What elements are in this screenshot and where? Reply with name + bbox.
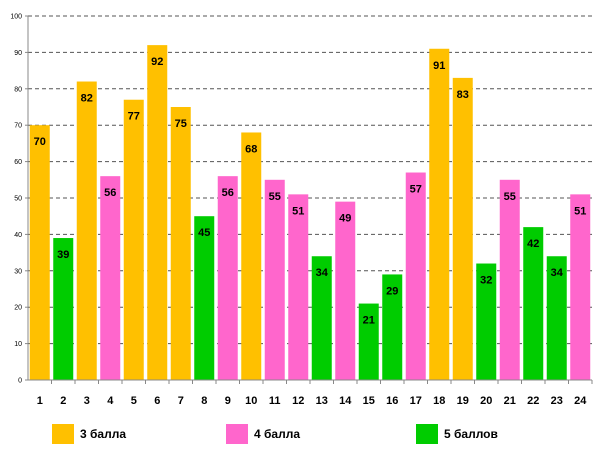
x-tick-label: 11 (269, 395, 281, 407)
x-tick-label: 7 (178, 395, 184, 407)
bar (217, 176, 238, 380)
legend-swatch (52, 424, 74, 444)
data-label: 91 (433, 60, 445, 72)
bar (311, 256, 332, 380)
y-tick-label: 80 (14, 86, 22, 93)
y-tick-label: 70 (14, 123, 22, 130)
bar (147, 45, 168, 381)
x-tick-label: 6 (154, 395, 160, 407)
bar (570, 194, 591, 380)
legend-label: 5 баллов (444, 427, 498, 441)
x-tick-label: 23 (551, 395, 563, 407)
x-tick-label: 17 (410, 395, 422, 407)
bar (523, 227, 544, 380)
bar (170, 107, 191, 380)
data-label: 21 (363, 315, 375, 327)
x-tick-label: 22 (527, 395, 539, 407)
x-tick-label: 20 (480, 395, 492, 407)
bar (405, 172, 426, 380)
y-tick-label: 0 (18, 378, 22, 385)
bar (429, 48, 450, 380)
bar (476, 263, 497, 380)
x-tick-label: 1 (37, 395, 43, 407)
data-label: 45 (198, 227, 210, 239)
y-tick-label: 10 (14, 341, 22, 348)
data-label: 77 (128, 111, 140, 123)
x-tick-label: 12 (292, 395, 304, 407)
bar (382, 274, 403, 380)
bar (53, 238, 74, 380)
legend-label: 3 балла (80, 427, 126, 441)
gridlines (28, 15, 592, 345)
y-tick-label: 20 (14, 305, 22, 312)
y-tick-label: 30 (14, 268, 22, 275)
x-tick-label: 8 (201, 395, 207, 407)
y-tick-label: 60 (14, 159, 22, 166)
data-label: 49 (339, 213, 351, 225)
x-axis: 1 2 3 4 5 6 7 8 9 10 11 12 13 14 15 16 17 18 19 20 21 22 23 24 (28, 379, 593, 407)
bar (358, 303, 379, 380)
bar (288, 194, 309, 380)
y-tick-label: 100 (10, 14, 22, 21)
data-label: 75 (175, 118, 187, 130)
x-tick-label: 16 (386, 395, 398, 407)
bar (76, 81, 97, 381)
data-label: 32 (480, 275, 492, 287)
data-label: 55 (269, 191, 281, 203)
data-label: 42 (527, 238, 539, 250)
x-tick-label: 21 (504, 395, 516, 407)
data-label: 57 (410, 184, 422, 196)
data-label: 34 (551, 267, 564, 279)
data-label: 56 (104, 187, 116, 199)
x-tick-label: 2 (60, 395, 66, 407)
data-label: 55 (504, 191, 516, 203)
x-tick-label: 9 (225, 395, 231, 407)
legend-label: 4 балла (254, 427, 300, 441)
bar (499, 179, 520, 380)
bar (29, 125, 50, 380)
bar (546, 256, 567, 380)
x-tick-label: 10 (245, 395, 257, 407)
legend: 3 балла 4 балла 5 баллов (52, 424, 498, 444)
x-tick-label: 19 (457, 395, 469, 407)
bar (452, 77, 473, 380)
data-label: 92 (151, 56, 163, 68)
x-tick-label: 5 (131, 395, 137, 407)
data-label: 51 (574, 205, 586, 217)
x-tick-label: 14 (339, 395, 352, 407)
y-tick-label: 50 (14, 196, 22, 203)
bar (335, 201, 356, 380)
data-label: 70 (34, 136, 46, 148)
bar (264, 179, 285, 380)
data-label: 83 (457, 89, 469, 101)
x-tick-label: 13 (316, 395, 328, 407)
bar (241, 132, 262, 380)
x-tick-label: 24 (574, 395, 587, 407)
x-tick-label: 18 (433, 395, 445, 407)
data-label: 29 (386, 285, 398, 297)
bar (100, 176, 121, 380)
bar (194, 216, 215, 380)
data-label: 34 (316, 267, 329, 279)
x-tick-label: 4 (107, 395, 114, 407)
x-tick-label: 3 (84, 395, 90, 407)
data-label: 56 (222, 187, 234, 199)
bars: 70 39 82 56 77 92 75 45 56 68 55 51 34 49 21 29 57 91 83 32… (29, 45, 591, 381)
data-label: 68 (245, 143, 257, 155)
bar (123, 99, 144, 380)
x-tick-label: 15 (363, 395, 375, 407)
legend-swatch (226, 424, 248, 444)
data-label: 39 (57, 249, 69, 261)
data-label: 51 (292, 205, 304, 217)
y-tick-label: 90 (14, 50, 22, 57)
legend-swatch (416, 424, 438, 444)
y-tick-label: 40 (14, 232, 22, 239)
data-label: 82 (81, 93, 93, 105)
y-axis: 0 10 20 30 40 50 60 70 80 90 100 (10, 14, 29, 385)
